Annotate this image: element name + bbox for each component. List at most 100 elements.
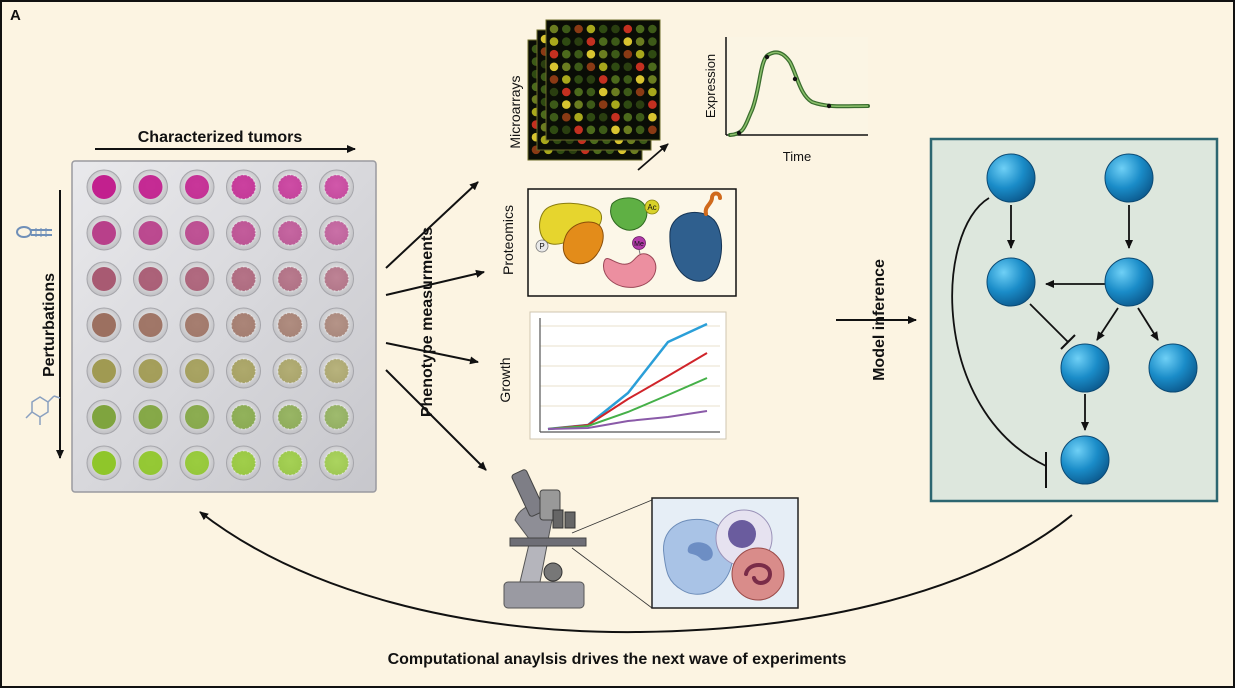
well (133, 353, 168, 389)
growth-label: Growth (497, 357, 513, 402)
well (226, 169, 261, 205)
perturbations-label: Perturbations (41, 273, 58, 377)
proteomics-label: Proteomics (500, 205, 516, 275)
edge-activation (1096, 307, 1119, 341)
well (226, 445, 261, 481)
well (86, 353, 122, 389)
network-node (1060, 435, 1110, 485)
well-grid (86, 169, 354, 481)
well (319, 215, 354, 251)
protein-orange (562, 221, 604, 265)
well (179, 215, 215, 251)
expression-point (792, 76, 798, 82)
well (179, 399, 215, 435)
phenotype-label: Phenotype measurments (419, 227, 436, 417)
methyl-tag-label: Me (634, 241, 644, 248)
arrow-to-microarrays (385, 181, 479, 269)
network-node (1148, 343, 1198, 393)
network-node (1104, 153, 1154, 203)
well (272, 215, 308, 251)
growth-series-green (547, 377, 708, 430)
well (226, 399, 261, 435)
well (226, 215, 261, 251)
well (272, 445, 308, 481)
rna-hairpin-icon (16, 226, 52, 238)
expression-point (826, 103, 832, 109)
well (226, 261, 261, 297)
methyl-tag (632, 236, 646, 250)
growth-plot (529, 311, 727, 440)
panel-label: A (10, 7, 21, 24)
well (179, 169, 215, 205)
well (133, 215, 168, 251)
well (133, 169, 168, 205)
arrow-to-proteomics (385, 269, 485, 296)
edge-activation (1137, 307, 1159, 341)
well (179, 307, 215, 343)
cell-granulocyte-nucleus (744, 563, 773, 585)
edge-inhibition (1029, 303, 1069, 343)
well (319, 399, 354, 435)
microarrays-label: Microarrays (507, 75, 523, 148)
well (133, 445, 168, 481)
network-panel (929, 137, 1219, 503)
well (179, 261, 215, 297)
cell-lymphocyte-nucleus (728, 520, 756, 548)
cell-blue (663, 518, 734, 595)
arrow-to-expression (637, 143, 669, 171)
expression-plot: Expression Time (703, 37, 870, 164)
well (133, 261, 168, 297)
well (86, 399, 122, 435)
protein-green (610, 197, 648, 231)
well (272, 169, 308, 205)
well (133, 399, 168, 435)
microarray-slide (545, 19, 661, 141)
plate-title: Characterized tumors (138, 129, 303, 146)
acetyl-tag-label: Ac (647, 203, 656, 212)
well (272, 261, 308, 297)
well (133, 307, 168, 343)
well (86, 445, 122, 481)
footer-caption: Computational anaylsis drives the next w… (388, 651, 847, 668)
arrow-to-microscope (385, 369, 487, 471)
well (86, 261, 122, 297)
microarray-stack (527, 19, 661, 161)
microscope-icon (503, 469, 653, 609)
well (319, 261, 354, 297)
well (319, 445, 354, 481)
protein-blue (669, 211, 723, 282)
phospho-tag-label: P (539, 242, 544, 251)
protein-pink (603, 253, 657, 288)
well (319, 307, 354, 343)
well (319, 169, 354, 205)
well (272, 399, 308, 435)
network-node (986, 153, 1036, 203)
well (86, 215, 122, 251)
arrow-to-growth (385, 342, 479, 365)
ubiquitin-chain (703, 191, 722, 216)
well (179, 353, 215, 389)
growth-series-purple (547, 410, 708, 430)
well (86, 307, 122, 343)
network-node (986, 257, 1036, 307)
phospho-tag (535, 239, 549, 253)
well (226, 307, 261, 343)
cell-granulocyte (731, 547, 785, 601)
expression-point (736, 130, 742, 136)
feedback-arrow (199, 511, 1073, 634)
expression-point (764, 54, 770, 60)
well-plate (71, 160, 377, 493)
well (319, 353, 354, 389)
well (86, 169, 122, 205)
cell-blue-nucleus (687, 542, 713, 561)
network-node (1060, 343, 1110, 393)
well (272, 307, 308, 343)
expression-ylabel: Expression (703, 54, 718, 118)
proteomics-panel: P Ac Me (527, 188, 737, 297)
small-molecule-icon (25, 395, 61, 425)
acetyl-tag (644, 199, 660, 215)
edge-inhibition-long (951, 197, 1047, 467)
expression-xlabel: Time (783, 149, 811, 164)
